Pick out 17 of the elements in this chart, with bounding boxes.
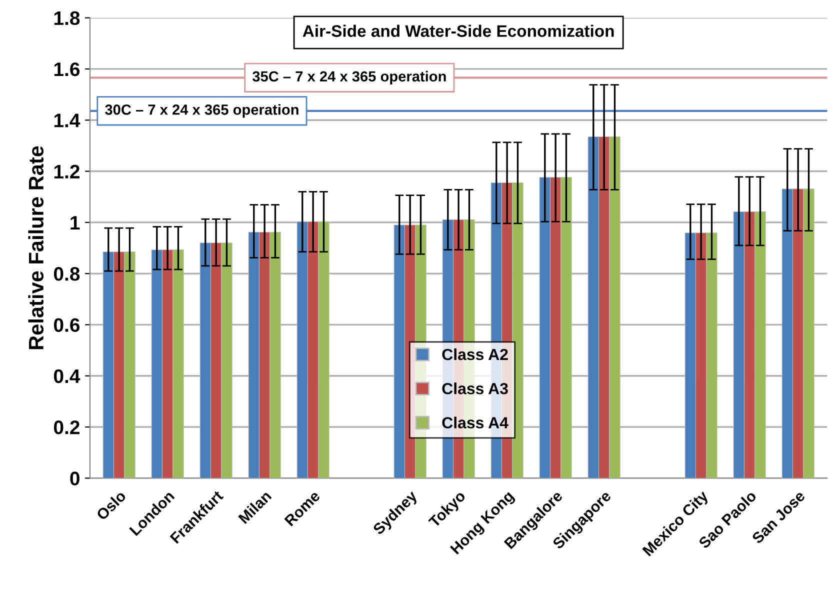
y-tick-label: 1.4: [54, 114, 80, 128]
ref-line-label: 35C – 7 x 24 x 365 operation: [252, 70, 446, 84]
legend-label: Class A4: [442, 416, 508, 428]
legend-label: Class A2: [442, 348, 508, 360]
y-tick-label: 1: [70, 216, 80, 230]
y-tick-label: 0.4: [54, 369, 80, 384]
y-tick-label: 0.2: [54, 420, 80, 434]
y-tick-label: 0: [70, 472, 80, 486]
y-tick-label: 1.8: [54, 11, 80, 26]
legend-label: Class A3: [442, 382, 508, 394]
y-tick-label: 1.2: [54, 164, 80, 178]
chart-title: Air-Side and Water-Side Economization: [302, 24, 614, 37]
y-axis-title: Relative Failure Rate: [28, 146, 44, 350]
y-tick-label: 0.8: [54, 267, 80, 281]
ref-line-label: 30C – 7 x 24 x 365 operation: [105, 104, 298, 118]
y-tick-label: 0.6: [54, 318, 80, 332]
y-tick-label: 1.6: [54, 62, 80, 76]
